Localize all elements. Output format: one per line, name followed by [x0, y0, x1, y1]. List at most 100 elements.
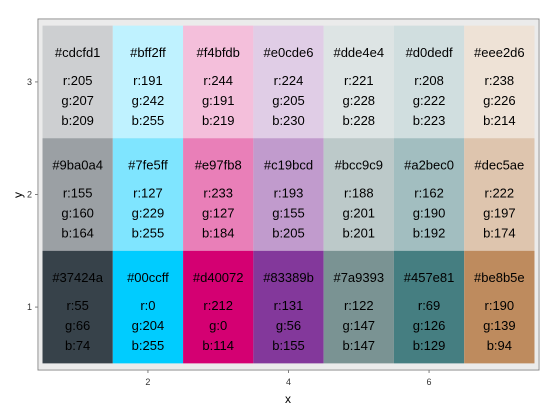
tile-rect: [323, 250, 394, 364]
tile-21: #be8b5e r:190 g:139 b:94: [464, 250, 535, 364]
tile-rect: [323, 138, 394, 251]
tile-15: #37424a r:55 g:66 b:74: [42, 250, 113, 364]
tile-g-label: g:205: [272, 93, 305, 108]
tile-13: #a2bec0 r:162 g:190 b:192: [393, 138, 465, 251]
tile-g-label: g:191: [202, 93, 235, 108]
tile-hex-label: #7a9393: [333, 270, 384, 285]
tile-r-label: r:193: [274, 186, 304, 201]
tile-rect: [183, 250, 254, 364]
tile-g-label: g:0: [209, 318, 227, 333]
tile-hex-label: #37424a: [52, 270, 103, 285]
tile-rect: [253, 138, 324, 251]
tile-r-label: r:212: [203, 298, 233, 313]
tile-b-label: b:174: [483, 226, 516, 241]
tile-r-label: r:238: [485, 73, 515, 88]
tile-b-label: b:255: [132, 226, 165, 241]
tile-rect: [183, 138, 254, 251]
tile-g-label: g:201: [343, 206, 376, 221]
tile-rect: [393, 25, 465, 139]
tile-20: #457e81 r:69 g:126 b:129: [393, 250, 465, 364]
tile-rect: [393, 250, 465, 364]
tile-rect: [112, 25, 184, 139]
x-tick-label: 4: [286, 377, 291, 387]
tile-rect: [253, 250, 324, 364]
tile-g-label: g:155: [272, 206, 305, 221]
tile-b-label: b:147: [343, 338, 376, 353]
tile-r-label: r:155: [63, 186, 93, 201]
tile-hex-label: #bff2ff: [130, 45, 166, 60]
tile-r-label: r:224: [274, 73, 304, 88]
tile-b-label: b:228: [343, 113, 376, 128]
tile-hex-label: #83389b: [263, 270, 314, 285]
tile-18: #83389b r:131 g:56 b:155: [253, 250, 324, 364]
tile-b-label: b:155: [272, 338, 305, 353]
tile-19: #7a9393 r:122 g:147 b:147: [323, 250, 394, 364]
tile-hex-label: #be8b5e: [474, 270, 525, 285]
tile-b-label: b:255: [132, 338, 165, 353]
tile-hex-label: #d0dedf: [406, 45, 453, 60]
tile-8: #9ba0a4 r:155 g:160 b:164: [42, 138, 113, 251]
x-axis: 2 4 6: [145, 370, 432, 387]
tile-9: #7fe5ff r:127 g:229 b:255: [112, 138, 184, 251]
tile-g-label: g:66: [65, 318, 90, 333]
tiles-layer: #cdcfd1 r:205 g:207 b:209 #bff2ff r:191 g:242 b…: [42, 25, 535, 364]
tile-g-label: g:126: [413, 318, 446, 333]
y-axis-title: y: [11, 192, 25, 198]
tile-hex-label: #c19bcd: [264, 158, 313, 173]
tile-b-label: b:205: [272, 226, 305, 241]
tile-g-label: g:242: [132, 93, 165, 108]
tile-7: #eee2d6 r:238 g:226 b:214: [464, 25, 535, 139]
tile-r-label: r:190: [485, 298, 515, 313]
tile-b-label: b:201: [343, 226, 376, 241]
x-tick-label: 2: [145, 377, 150, 387]
tile-hex-label: #bcc9c9: [335, 158, 383, 173]
tile-3: #f4bfdb r:244 g:191 b:219: [183, 25, 254, 139]
tile-b-label: b:255: [132, 113, 165, 128]
tile-rect: [253, 25, 324, 139]
tile-r-label: r:162: [414, 186, 444, 201]
tile-b-label: b:192: [413, 226, 446, 241]
tile-rect: [393, 138, 465, 251]
tile-6: #d0dedf r:208 g:222 b:223: [393, 25, 465, 139]
tile-g-label: g:204: [132, 318, 165, 333]
tile-11: #c19bcd r:193 g:155 b:205: [253, 138, 324, 251]
tile-5: #dde4e4 r:221 g:228 b:228: [323, 25, 394, 139]
tile-hex-label: #00ccff: [127, 270, 169, 285]
tile-hex-label: #d40072: [193, 270, 244, 285]
tile-hex-label: #eee2d6: [474, 45, 525, 60]
tile-b-label: b:223: [413, 113, 446, 128]
tile-hex-label: #457e81: [404, 270, 455, 285]
tile-g-label: g:197: [483, 206, 516, 221]
tile-r-label: r:0: [140, 298, 155, 313]
tile-r-label: r:55: [66, 298, 88, 313]
tile-b-label: b:214: [483, 113, 516, 128]
tile-16: #00ccff r:0 g:204 b:255: [112, 250, 184, 364]
tile-r-label: r:127: [133, 186, 163, 201]
tile-b-label: b:164: [61, 226, 94, 241]
tile-hex-label: #dde4e4: [333, 45, 384, 60]
y-axis: 1 2 3: [27, 77, 38, 312]
tile-hex-label: #dec5ae: [474, 158, 524, 173]
tile-g-label: g:222: [413, 93, 446, 108]
tile-g-label: g:229: [132, 206, 165, 221]
tile-rect: [112, 250, 184, 364]
tile-rect: [464, 25, 535, 139]
y-tick-label: 2: [27, 190, 32, 200]
tile-2: #bff2ff r:191 g:242 b:255: [112, 25, 184, 139]
tile-rect: [323, 25, 394, 139]
tile-10: #e97fb8 r:233 g:127 b:184: [183, 138, 254, 251]
tile-r-label: r:131: [274, 298, 304, 313]
tile-hex-label: #e0cde6: [264, 45, 314, 60]
tile-r-label: r:69: [418, 298, 440, 313]
tile-b-label: b:184: [202, 226, 235, 241]
tile-rect: [42, 138, 113, 251]
tile-r-label: r:244: [203, 73, 233, 88]
tile-4: #e0cde6 r:224 g:205 b:230: [253, 25, 324, 139]
tile-b-label: b:114: [202, 338, 234, 353]
tile-g-label: g:207: [61, 93, 94, 108]
tile-b-label: b:94: [487, 338, 512, 353]
x-axis-title: x: [285, 392, 291, 406]
tile-1: #cdcfd1 r:205 g:207 b:209: [42, 25, 113, 139]
tile-g-label: g:127: [202, 206, 235, 221]
y-tick-label: 3: [27, 77, 32, 87]
